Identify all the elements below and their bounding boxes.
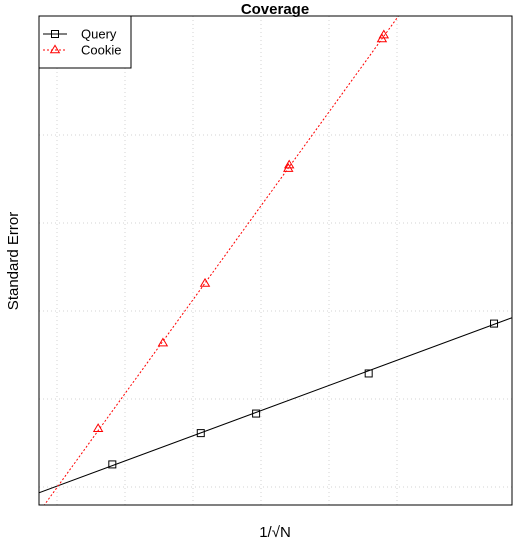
cookie-data-point	[378, 29, 390, 39]
query-data-point	[196, 429, 205, 438]
legend-query-label: Query	[81, 27, 117, 42]
chart-title: Coverage	[241, 1, 309, 18]
legend-cookie-label: Cookie	[81, 43, 121, 58]
query-fit-line	[39, 317, 512, 494]
x-axis-label: 1/√N	[259, 524, 291, 541]
cookie-data-point	[92, 423, 104, 432]
legend-box	[38, 15, 132, 69]
query-data-point	[108, 460, 117, 469]
plot-frame	[38, 15, 513, 506]
query-data-point	[364, 369, 373, 378]
y-axis-label: Standard Error	[5, 212, 22, 310]
cookie-data-point	[283, 159, 295, 169]
query-data-point	[490, 319, 499, 328]
legend-cookie-marker	[49, 44, 61, 54]
grid	[39, 16, 512, 505]
legend-query-marker	[51, 30, 59, 38]
plot-background	[39, 16, 512, 505]
fit-lines	[39, 16, 512, 505]
cookie-data-point	[199, 277, 211, 287]
data-points	[92, 29, 499, 469]
query-data-point	[252, 409, 261, 418]
cookie-data-point	[157, 337, 169, 347]
